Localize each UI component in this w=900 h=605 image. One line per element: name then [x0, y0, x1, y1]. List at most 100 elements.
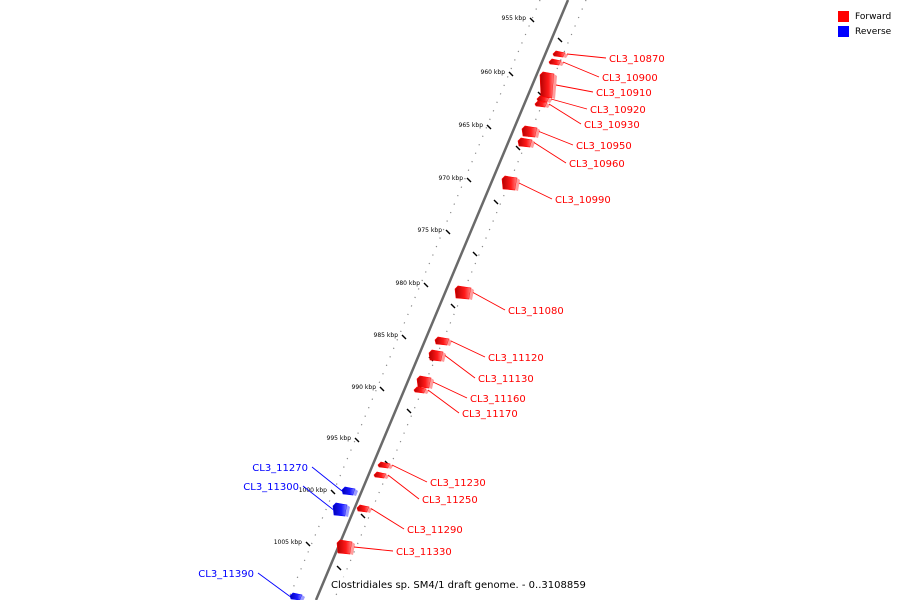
leader-line-cl3-10920 [550, 98, 588, 110]
tick-mark-970-kbp [466, 177, 472, 183]
tick-mark-975-kbp [445, 229, 451, 235]
gene-label-cl3-11130[interactable]: CL3_11130 [478, 374, 534, 385]
legend: Forward Reverse [838, 9, 891, 39]
gene-feature-cl3-11300[interactable] [332, 502, 348, 517]
gene-facet-cl3-11080 [469, 288, 474, 300]
tick-label-975-kbp: 975 kbp [418, 227, 443, 234]
gene-label-cl3-11230[interactable]: CL3_11230 [430, 478, 486, 489]
gene-facet-cl3-10870 [563, 53, 568, 58]
tick-mark-985-kbp [401, 334, 407, 340]
leader-line-cl3-10870 [566, 53, 607, 59]
gene-label-cl3-11290[interactable]: CL3_11290 [407, 525, 463, 536]
gene-label-cl3-11250[interactable]: CL3_11250 [422, 495, 478, 506]
gene-label-cl3-10990[interactable]: CL3_10990 [555, 195, 611, 206]
tick-mark-955-kbp [529, 17, 535, 23]
leader-line-cl3-10930 [548, 103, 582, 125]
gene-feature-cl3-10950[interactable] [521, 125, 538, 138]
legend-reverse: Reverse [838, 24, 891, 39]
tick-label-955-kbp: 955 kbp [502, 15, 527, 22]
gene-label-cl3-11390[interactable]: CL3_11390 [198, 569, 254, 580]
gene-feature-cl3-11290[interactable] [356, 504, 370, 513]
leader-line-cl3-11390 [257, 572, 291, 597]
tick-label-1005-kbp: 1005 kbp [274, 539, 302, 546]
leader-line-cl3-10900 [562, 61, 600, 78]
gene-facet-cl3-10930 [545, 103, 550, 108]
legend-forward-label: Forward [855, 11, 892, 22]
tick-mark-1005-kbp [305, 541, 311, 547]
leader-line-cl3-11230 [391, 464, 428, 483]
gene-feature-cl3-11330[interactable] [336, 539, 353, 555]
gene-facet-cl3-10920 [547, 98, 552, 103]
gene-feature-cl3-11170[interactable] [413, 386, 427, 394]
gene-label-cl3-10930[interactable]: CL3_10930 [584, 120, 640, 131]
gene-label-cl3-11160[interactable]: CL3_11160 [470, 394, 526, 405]
chromosome-axis [314, 0, 570, 601]
gene-feature-cl3-10910[interactable] [539, 71, 555, 99]
gene-feature-cl3-11270[interactable] [341, 486, 356, 496]
guide-dash [336, 565, 342, 571]
gene-layer [289, 50, 568, 601]
leader-line-cl3-11250 [387, 474, 420, 500]
tick-label-960-kbp: 960 kbp [481, 69, 506, 76]
guide-dash [557, 37, 563, 43]
gene-label-cl3-10950[interactable]: CL3_10950 [576, 141, 632, 152]
tick-label-1000-kbp: 1000 kbp [299, 487, 327, 494]
leader-line-cl3-10960 [533, 142, 567, 164]
tick-mark-965-kbp [486, 124, 492, 130]
reverse-swatch [838, 26, 849, 37]
gene-facet-cl3-11170 [424, 389, 429, 394]
tick-mark-1000-kbp [330, 489, 336, 495]
gene-facet-cl3-10960 [530, 140, 535, 148]
leader-line-cl3-10990 [518, 182, 553, 200]
gene-feature-cl3-10900[interactable] [548, 58, 562, 66]
gene-feature-cl3-11080[interactable] [454, 285, 472, 300]
guide-dash [360, 513, 366, 519]
gene-feature-cl3-11230[interactable] [377, 461, 391, 469]
gene-facet-cl3-11160 [429, 378, 434, 389]
gene-label-cl3-11120[interactable]: CL3_11120 [488, 353, 544, 364]
gene-label-cl3-10870[interactable]: CL3_10870 [609, 54, 665, 65]
gene-facet-cl3-11120 [447, 339, 452, 346]
gene-label-cl3-11300[interactable]: CL3_11300 [243, 482, 299, 493]
gene-facet-cl3-11330 [350, 542, 355, 555]
gene-facet-cl3-10950 [535, 128, 540, 138]
leader-line-cl3-11330 [353, 546, 394, 552]
gene-feature-cl3-11250[interactable] [373, 471, 387, 479]
gene-feature-cl3-11390[interactable] [289, 592, 303, 601]
gene-facet-cl3-10900 [559, 61, 564, 66]
gene-label-cl3-10920[interactable]: CL3_10920 [590, 105, 646, 116]
genome-caption: Clostridiales sp. SM4/1 draft genome. - … [331, 580, 586, 591]
leader-line-cl3-11270 [311, 466, 343, 492]
gene-feature-cl3-10990[interactable] [501, 175, 518, 191]
forward-swatch [838, 11, 849, 22]
leader-line-cl3-11290 [370, 508, 405, 530]
gene-facet-cl3-11300 [345, 505, 350, 517]
leader-line-cl3-11130 [444, 355, 476, 379]
gene-facet-cl3-11250 [384, 474, 389, 479]
gene-label-cl3-10960[interactable]: CL3_10960 [569, 159, 625, 170]
gene-facet-cl3-11130 [441, 352, 446, 362]
gene-feature-cl3-11130[interactable] [428, 349, 444, 362]
leader-line-cl3-11080 [472, 292, 506, 311]
leader-line-cl3-10910 [555, 84, 594, 93]
label-layer: CL3_10870 CL3_10900 CL3_10910 CL3_10920 CL3_… [198, 53, 665, 597]
gene-feature-cl3-11160[interactable] [416, 375, 432, 389]
caption-backdrop [328, 577, 576, 591]
gene-label-cl3-11170[interactable]: CL3_11170 [462, 409, 518, 420]
tick-mark-980-kbp [423, 282, 429, 288]
gene-label-cl3-11270[interactable]: CL3_11270 [252, 463, 308, 474]
gene-label-cl3-11330[interactable]: CL3_11330 [396, 547, 452, 558]
gene-label-cl3-10910[interactable]: CL3_10910 [596, 88, 652, 99]
leader-line-cl3-10950 [538, 131, 574, 146]
gene-label-cl3-10900[interactable]: CL3_10900 [602, 73, 658, 84]
legend-forward: Forward [838, 9, 891, 24]
gene-label-cl3-11080[interactable]: CL3_11080 [508, 306, 564, 317]
guide-dash [493, 199, 499, 205]
tick-mark-990-kbp [379, 386, 385, 392]
gene-feature-cl3-11120[interactable] [434, 336, 450, 346]
gene-facet-cl3-11230 [388, 464, 393, 469]
gene-feature-cl3-10870[interactable] [552, 50, 566, 58]
leader-line-cl3-11120 [450, 340, 486, 358]
gene-feature-cl3-10960[interactable] [517, 137, 533, 148]
